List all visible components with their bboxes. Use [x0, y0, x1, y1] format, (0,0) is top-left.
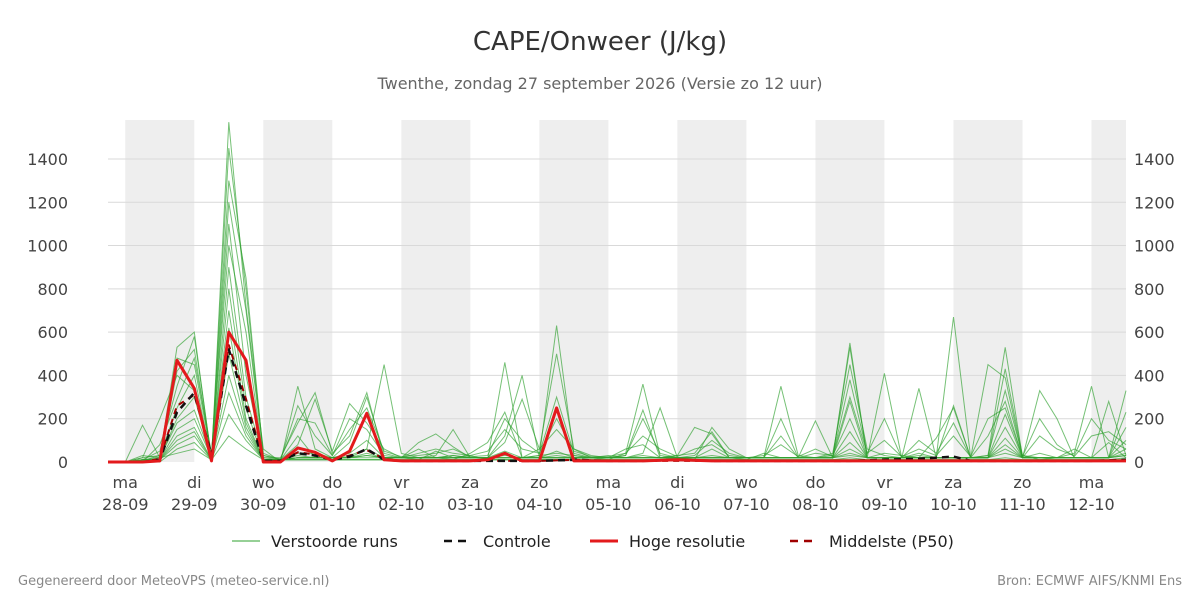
- ensemble-run-2: [108, 223, 1127, 463]
- series-hres: [108, 330, 1126, 464]
- y-axis-right: 0 200 400 600 800 1000 1200 1400: [1134, 150, 1175, 472]
- x-tick-day-10: do: [805, 473, 825, 492]
- y-tick-right-0: 0: [1134, 453, 1144, 472]
- legend-label-3: Middelste (P50): [829, 532, 954, 551]
- x-tick-date-7: 05-10: [585, 495, 632, 514]
- footer-source: Bron: ECMWF AIFS/KNMI Ens: [997, 574, 1182, 589]
- y-tick-right-800: 800: [1134, 280, 1165, 299]
- x-tick-day-4: vr: [393, 473, 409, 492]
- ensemble-run-14: [108, 202, 1127, 463]
- shaded-band-7: [1091, 120, 1126, 462]
- y-tick-left-1400: 1400: [27, 150, 68, 169]
- x-tick-date-12: 10-10: [930, 495, 977, 514]
- y-tick-right-400: 400: [1134, 366, 1165, 385]
- legend: Verstoorde runs Controle Hoge resolutie Mid…: [232, 532, 954, 551]
- x-tick-date-0: 28-09: [102, 495, 149, 514]
- main-series: [108, 330, 1127, 464]
- y-tick-right-1400: 1400: [1134, 150, 1175, 169]
- y-tick-left-400: 400: [37, 366, 68, 385]
- gridlines: [108, 158, 1126, 420]
- x-tick-date-3: 01-10: [309, 495, 356, 514]
- x-tick-day-14: ma: [1079, 473, 1104, 492]
- x-tick-date-1: 29-09: [171, 495, 218, 514]
- x-tick-date-9: 07-10: [723, 495, 770, 514]
- y-tick-right-200: 200: [1134, 410, 1165, 429]
- x-tick-date-4: 02-10: [378, 495, 425, 514]
- x-tick-day-8: di: [670, 473, 685, 492]
- x-tick-day-5: za: [461, 473, 479, 492]
- chart-title: CAPE/Onweer (J/kg): [473, 27, 727, 57]
- y-tick-left-200: 200: [37, 410, 68, 429]
- legend-label-0: Verstoorde runs: [271, 532, 398, 551]
- shaded-band-2: [401, 120, 471, 462]
- x-tick-day-13: zo: [1013, 473, 1031, 492]
- footer-credit: Gegenereerd door MeteoVPS (meteo-service…: [18, 574, 329, 589]
- x-tick-day-0: ma: [113, 473, 138, 492]
- x-tick-day-6: zo: [530, 473, 548, 492]
- y-tick-right-1000: 1000: [1134, 237, 1175, 256]
- day-bands: [125, 120, 1126, 462]
- x-tick-date-5: 03-10: [447, 495, 494, 514]
- x-axis: ma 28-09 di 29-09 wo 30-09 do 01-10 vr 02-10 za 03-…: [102, 473, 1115, 514]
- x-tick-day-3: do: [322, 473, 342, 492]
- shaded-band-3: [539, 120, 609, 462]
- x-tick-day-1: di: [187, 473, 202, 492]
- y-tick-left-0: 0: [58, 453, 68, 472]
- x-tick-date-6: 04-10: [516, 495, 563, 514]
- y-tick-left-1200: 1200: [27, 193, 68, 212]
- y-tick-right-1200: 1200: [1134, 193, 1175, 212]
- x-tick-day-7: ma: [596, 473, 621, 492]
- y-tick-right-600: 600: [1134, 323, 1165, 342]
- shaded-band-5: [815, 120, 885, 462]
- x-tick-day-9: wo: [735, 473, 758, 492]
- x-tick-day-11: vr: [876, 473, 892, 492]
- x-tick-date-2: 30-09: [240, 495, 287, 514]
- y-tick-left-600: 600: [37, 323, 68, 342]
- chart-subtitle: Twenthe, zondag 27 september 2026 (Versi…: [376, 74, 822, 93]
- x-tick-date-14: 12-10: [1068, 495, 1115, 514]
- x-tick-date-11: 09-10: [861, 495, 908, 514]
- x-tick-day-2: wo: [252, 473, 275, 492]
- y-tick-left-800: 800: [37, 280, 68, 299]
- shaded-band-4: [677, 120, 747, 462]
- x-tick-date-13: 11-10: [999, 495, 1046, 514]
- y-tick-left-1000: 1000: [27, 237, 68, 256]
- shaded-band-1: [263, 120, 333, 462]
- x-tick-date-8: 06-10: [654, 495, 701, 514]
- legend-label-1: Controle: [483, 532, 551, 551]
- x-tick-date-10: 08-10: [792, 495, 839, 514]
- legend-label-2: Hoge resolutie: [629, 532, 745, 551]
- y-axis-left: 0 200 400 600 800 1000 1200 1400: [27, 150, 68, 472]
- x-tick-day-12: za: [944, 473, 962, 492]
